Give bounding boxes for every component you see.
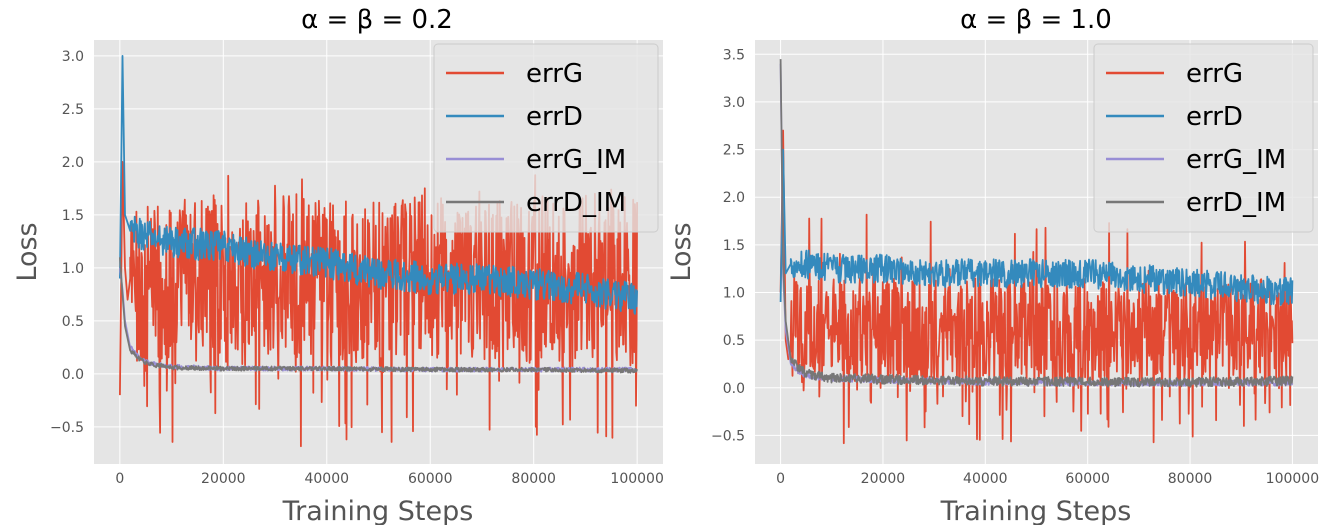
legend-label: errG_IM — [1186, 145, 1286, 175]
y-tick-label: 1.0 — [62, 261, 84, 277]
legend-label: errD_IM — [1186, 188, 1286, 218]
x-tick-label: 0 — [776, 471, 785, 487]
x-tick-label: 60000 — [408, 471, 453, 487]
x-tick-label: 100000 — [610, 471, 663, 487]
series-line-errD — [779, 148, 1294, 306]
y-tick-label: 1.5 — [62, 208, 84, 224]
x-tick-label: 40000 — [963, 471, 1008, 487]
chart-title: α = β = 1.0 — [960, 5, 1112, 35]
x-tick-label: 20000 — [201, 471, 246, 487]
x-tick-label: 100000 — [1266, 471, 1319, 487]
series-line-errG — [119, 161, 638, 448]
legend: errG errD errG_IM errD_IM — [1093, 43, 1314, 233]
y-tick-label: 0.0 — [723, 381, 745, 397]
y-tick-label: 0.0 — [62, 367, 84, 383]
legend-label: errG — [526, 59, 583, 89]
x-tick-label: 60000 — [1065, 471, 1110, 487]
legend-label: errD — [1186, 102, 1243, 132]
tick-labels: 0 20000 40000 60000 80000 100000 −0.5 0.0 0.5 1.0… — [50, 49, 664, 487]
series-group — [119, 55, 638, 448]
series-group — [779, 59, 1294, 445]
legend-label: errD — [526, 102, 583, 132]
x-tick-label: 80000 — [1168, 471, 1213, 487]
y-tick-label: 3.0 — [723, 95, 745, 111]
legend-label: errD_IM — [526, 188, 626, 218]
tick-labels: 0 20000 40000 60000 80000 100000 −0.5 0.0 0.5 1.0… — [711, 47, 1319, 487]
y-tick-label: 3.5 — [723, 47, 745, 63]
legend-label: errG_IM — [526, 145, 626, 175]
series-line-errD — [119, 55, 638, 315]
y-tick-label: 2.0 — [62, 155, 84, 171]
y-tick-label: 3.0 — [62, 49, 84, 65]
y-axis-label: Loss — [666, 222, 697, 281]
y-tick-label: −0.5 — [711, 428, 745, 444]
series-line-errD_IM — [779, 59, 1294, 388]
chart-right: α = β = 1.0 0 20000 40000 60000 80000 100000 −… — [666, 5, 1319, 525]
y-tick-label: 2.0 — [723, 190, 745, 206]
legend-box — [433, 43, 659, 233]
legend-box — [1093, 43, 1314, 233]
y-tick-label: 0.5 — [62, 314, 84, 330]
legend-label: errG — [1186, 59, 1243, 89]
x-tick-label: 0 — [115, 471, 124, 487]
series-line-errD_IM — [119, 257, 638, 374]
y-tick-label: 2.5 — [723, 143, 745, 159]
series-line-errG — [779, 129, 1294, 445]
x-tick-label: 80000 — [511, 471, 556, 487]
x-axis-label: Training Steps — [940, 496, 1132, 525]
y-tick-label: 2.5 — [62, 102, 84, 118]
x-tick-label: 40000 — [304, 471, 349, 487]
y-axis-label: Loss — [12, 222, 43, 281]
chart-left: α = β = 0.2 0 20000 40000 60000 80000 100000 −… — [12, 5, 664, 525]
x-axis-label: Training Steps — [282, 496, 474, 525]
y-tick-label: 1.5 — [723, 238, 745, 254]
chart-title: α = β = 0.2 — [301, 5, 453, 35]
legend: errG errD errG_IM errD_IM — [433, 43, 659, 233]
x-tick-label: 20000 — [861, 471, 906, 487]
y-tick-label: −0.5 — [50, 420, 84, 436]
y-tick-label: 0.5 — [723, 333, 745, 349]
y-tick-label: 1.0 — [723, 285, 745, 301]
